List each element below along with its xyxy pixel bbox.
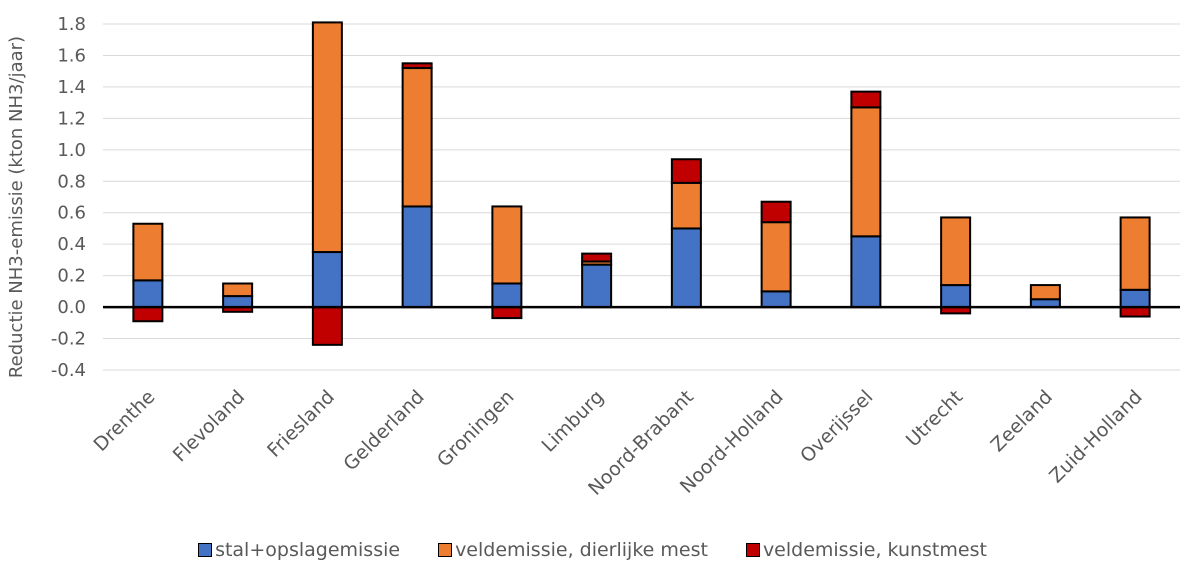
legend-label: stal+opslagemissie bbox=[215, 539, 401, 561]
x-tick-label: Utrecht bbox=[902, 386, 967, 451]
y-tick-label: 0.6 bbox=[57, 203, 86, 224]
bar-segment bbox=[760, 200, 792, 224]
bar-segment bbox=[1029, 284, 1061, 301]
bar-segment bbox=[222, 282, 254, 298]
y-tick-labels: -0.4 -0.2 0.0 0.2 0.4 0.6 0.8 1.0 1.2 1.4 1.6 1.8 bbox=[51, 14, 86, 381]
legend: stal+opslagemissie veldemissie, dierlijke… bbox=[0, 538, 1185, 562]
x-tick-labels: Drenthe Flevoland Friesland Gelderland Groni… bbox=[89, 386, 1146, 500]
legend-item: veldemissie, kunstmest bbox=[745, 539, 987, 561]
x-tick-label: Gelderland bbox=[339, 386, 428, 475]
bar-segment bbox=[491, 282, 523, 309]
bar-segment bbox=[132, 222, 164, 282]
x-tick-label: Drenthe bbox=[89, 386, 159, 456]
bar-segment bbox=[1119, 216, 1151, 291]
bar-segment bbox=[850, 235, 882, 309]
bar-segment bbox=[491, 205, 523, 285]
legend-swatch bbox=[745, 543, 760, 557]
x-tick-label: Groningen bbox=[433, 386, 518, 471]
x-tick-label: Overijssel bbox=[796, 386, 877, 467]
bar-segment bbox=[132, 306, 164, 323]
bar-segment bbox=[940, 216, 972, 287]
legend-label: veldemissie, kunstmest bbox=[762, 539, 987, 561]
x-tick-label: Zuid-Holland bbox=[1045, 386, 1146, 487]
x-tick-label: Flevoland bbox=[169, 386, 249, 466]
bar-segment bbox=[1119, 306, 1151, 318]
bar-segment bbox=[401, 67, 433, 208]
bar-segment bbox=[850, 90, 882, 109]
bar-segment bbox=[1119, 288, 1151, 309]
x-tick-label: Zeeland bbox=[987, 386, 1057, 456]
y-tick-label: 1.2 bbox=[57, 108, 86, 129]
y-tick-label: 1.6 bbox=[57, 45, 86, 66]
bar-segment bbox=[581, 252, 613, 263]
y-tick-label: 1.0 bbox=[57, 140, 86, 161]
bars bbox=[132, 21, 1151, 346]
bar-segment bbox=[940, 284, 972, 309]
bar-segment bbox=[850, 106, 882, 238]
bar-segment bbox=[311, 21, 343, 254]
legend-item: veldemissie, dierlijke mest bbox=[438, 539, 708, 561]
x-tick-label: Friesland bbox=[263, 386, 339, 462]
bar-segment bbox=[670, 158, 702, 184]
bar-segment bbox=[401, 205, 433, 309]
bar-segment bbox=[401, 62, 433, 70]
bar-segment bbox=[760, 221, 792, 293]
chart: -0.4 -0.2 0.0 0.2 0.4 0.6 0.8 1.0 1.2 1.4 1.6 1.8 D… bbox=[6, 14, 1180, 500]
y-axis-label: Reductie NH3-emissie (kton NH3/jaar) bbox=[6, 36, 27, 378]
legend-swatch bbox=[198, 543, 213, 557]
y-tick-label: 0.8 bbox=[57, 171, 86, 192]
legend-item: stal+opslagemissie bbox=[198, 539, 400, 561]
gridlines bbox=[103, 23, 1180, 371]
y-tick-label: 0.4 bbox=[57, 234, 86, 255]
bar-segment bbox=[311, 306, 343, 346]
x-tick-label: Limburg bbox=[537, 386, 608, 457]
y-tick-label: 1.8 bbox=[57, 14, 86, 35]
y-tick-label: 1.4 bbox=[57, 77, 86, 98]
bar-segment bbox=[670, 181, 702, 230]
y-tick-label: 0.2 bbox=[57, 266, 86, 287]
bar-segment bbox=[132, 279, 164, 309]
bar-segment bbox=[491, 306, 523, 320]
bar-segment bbox=[760, 290, 792, 309]
legend-swatch bbox=[438, 543, 453, 557]
bar-segment bbox=[311, 251, 343, 309]
bar-segment bbox=[222, 295, 254, 309]
y-tick-label: -0.4 bbox=[51, 360, 86, 381]
legend-label: veldemissie, dierlijke mest bbox=[455, 539, 708, 561]
bar-segment bbox=[581, 263, 613, 309]
bar-segment bbox=[670, 227, 702, 309]
y-tick-label: -0.2 bbox=[51, 329, 86, 350]
y-tick-label: 0.0 bbox=[57, 297, 86, 318]
